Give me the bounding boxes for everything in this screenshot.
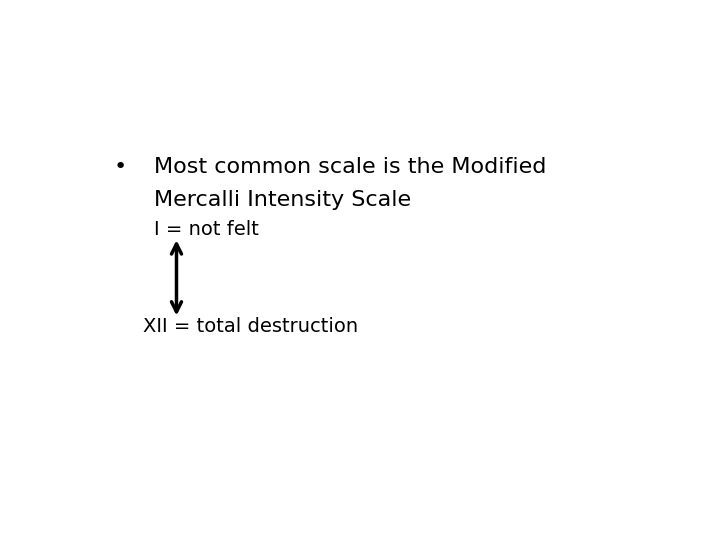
- Text: Mercalli Intensity Scale: Mercalli Intensity Scale: [154, 190, 411, 210]
- Text: Most common scale is the Modified: Most common scale is the Modified: [154, 157, 546, 177]
- Text: •: •: [114, 157, 127, 177]
- Text: I = not felt: I = not felt: [154, 220, 259, 239]
- Text: XII = total destruction: XII = total destruction: [143, 318, 358, 336]
